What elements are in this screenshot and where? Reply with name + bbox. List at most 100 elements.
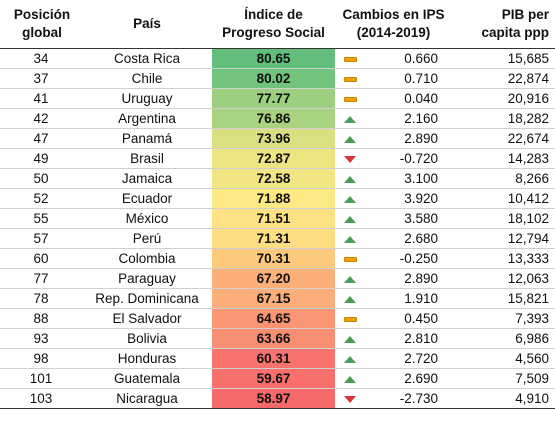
triangle-up-icon [344,275,356,283]
trend-cell [335,128,365,149]
table-row: 37 Chile 80.02 0.710 22,874 [0,68,555,89]
table-row: 42 Argentina 76.86 2.160 18,282 [0,108,555,129]
pib-cell: 12,063 [452,268,555,289]
pib-cell: 15,685 [452,48,555,69]
header-posicion: Posición global [13,7,71,40]
ips-cell: 59.67 [212,368,335,389]
cambio-cell: 0.450 [365,308,452,329]
triangle-up-icon [344,135,356,143]
pais-cell: Bolivia [82,328,212,349]
posicion-cell: 98 [0,348,82,369]
posicion-cell: 93 [0,328,82,349]
pib-cell: 10,412 [452,188,555,209]
ips-cell: 58.97 [212,388,335,409]
triangle-up-icon [344,175,356,183]
table-row: 77 Paraguay 67.20 2.890 12,063 [0,268,555,289]
dash-icon [343,256,357,262]
table-row: 52 Ecuador 71.88 3.920 10,412 [0,188,555,209]
trend-cell [335,188,365,209]
pais-cell: Colombia [82,248,212,269]
pib-cell: 18,102 [452,208,555,229]
posicion-cell: 101 [0,368,82,389]
cambio-cell: 2.720 [365,348,452,369]
trend-cell [335,268,365,289]
posicion-cell: 77 [0,268,82,289]
pais-cell: Rep. Dominicana [82,288,212,309]
trend-cell [335,48,365,69]
ips-cell: 67.20 [212,268,335,289]
table-row: 93 Bolivia 63.66 2.810 6,986 [0,328,555,349]
trend-cell [335,168,365,189]
trend-cell [335,88,365,109]
table-row: 41 Uruguay 77.77 0.040 20,916 [0,88,555,109]
triangle-down-icon [344,395,356,403]
cambio-cell: 2.680 [365,228,452,249]
pib-cell: 12,794 [452,228,555,249]
pib-cell: 7,509 [452,368,555,389]
pib-cell: 13,333 [452,248,555,269]
table-row: 34 Costa Rica 80.65 0.660 15,685 [0,48,555,69]
header-indice: Índice de Progreso Social [222,7,325,40]
cambio-cell: 2.890 [365,128,452,149]
ips-cell: 63.66 [212,328,335,349]
dash-icon [343,76,357,82]
cambio-cell: 2.690 [365,368,452,389]
posicion-cell: 37 [0,68,82,89]
cambio-cell: -0.250 [365,248,452,269]
pais-cell: Perú [82,228,212,249]
posicion-cell: 34 [0,48,82,69]
ips-cell: 71.31 [212,228,335,249]
triangle-up-icon [344,295,356,303]
cambio-cell: 0.660 [365,48,452,69]
table-row: 60 Colombia 70.31 -0.250 13,333 [0,248,555,269]
cambio-cell: 3.580 [365,208,452,229]
ips-cell: 72.87 [212,148,335,169]
posicion-cell: 47 [0,128,82,149]
ips-cell: 77.77 [212,88,335,109]
pais-cell: El Salvador [82,308,212,329]
posicion-cell: 78 [0,288,82,309]
header-pais: País [133,16,161,31]
ips-cell: 71.51 [212,208,335,229]
ips-cell: 60.31 [212,348,335,369]
pib-cell: 8,266 [452,168,555,189]
pib-cell: 22,874 [452,68,555,89]
pib-cell: 22,674 [452,128,555,149]
pib-cell: 4,910 [452,388,555,409]
table-row: 98 Honduras 60.31 2.720 4,560 [0,348,555,369]
pais-cell: Uruguay [82,88,212,109]
triangle-up-icon [344,215,356,223]
table-row: 55 México 71.51 3.580 18,102 [0,208,555,229]
trend-cell [335,348,365,369]
triangle-up-icon [344,355,356,363]
trend-cell [335,388,365,409]
pais-cell: Ecuador [82,188,212,209]
table-row: 57 Perú 71.31 2.680 12,794 [0,228,555,249]
ips-cell: 64.65 [212,308,335,329]
cambio-cell: 3.920 [365,188,452,209]
pib-cell: 4,560 [452,348,555,369]
posicion-cell: 49 [0,148,82,169]
ips-cell: 73.96 [212,128,335,149]
trend-cell [335,368,365,389]
cambio-cell: 0.040 [365,88,452,109]
dash-icon [343,56,357,62]
table-row: 78 Rep. Dominicana 67.15 1.910 15,821 [0,288,555,309]
ips-cell: 80.02 [212,68,335,89]
pais-cell: Chile [82,68,212,89]
trend-cell [335,248,365,269]
pib-cell: 15,821 [452,288,555,309]
posicion-cell: 88 [0,308,82,329]
posicion-cell: 42 [0,108,82,129]
posicion-cell: 103 [0,388,82,409]
pais-cell: México [82,208,212,229]
table-row: 88 El Salvador 64.65 0.450 7,393 [0,308,555,329]
cambio-cell: -2.730 [365,388,452,409]
pais-cell: Argentina [82,108,212,129]
ips-cell: 76.86 [212,108,335,129]
trend-cell [335,208,365,229]
pib-cell: 7,393 [452,308,555,329]
triangle-up-icon [344,115,356,123]
cambio-cell: 2.160 [365,108,452,129]
triangle-up-icon [344,335,356,343]
